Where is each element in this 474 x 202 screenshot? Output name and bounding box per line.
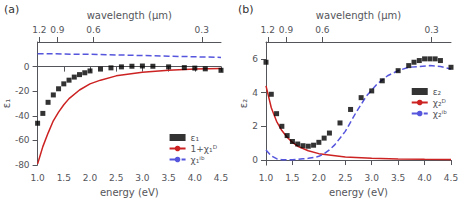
svg-text:3.5: 3.5 xyxy=(161,173,175,183)
svg-text:1.2: 1.2 xyxy=(32,25,46,35)
svg-text:3.5: 3.5 xyxy=(391,173,405,183)
svg-text:0: 0 xyxy=(252,155,258,165)
svg-text:1.0: 1.0 xyxy=(30,173,45,183)
svg-text:0.9: 0.9 xyxy=(279,25,294,35)
svg-text:3.0: 3.0 xyxy=(365,173,380,183)
svg-text:2.5: 2.5 xyxy=(109,173,123,183)
svg-text:4: 4 xyxy=(252,88,258,98)
svg-text:-80: -80 xyxy=(15,160,30,170)
svg-text:ε₂: ε₂ xyxy=(238,99,249,108)
svg-text:-60: -60 xyxy=(15,135,30,145)
svg-text:2.0: 2.0 xyxy=(83,173,98,183)
svg-text:1.5: 1.5 xyxy=(285,173,299,183)
svg-text:4.5: 4.5 xyxy=(444,173,458,183)
svg-text:0.9: 0.9 xyxy=(50,25,65,35)
svg-text:0.6: 0.6 xyxy=(315,25,330,35)
svg-text:ε₁: ε₁ xyxy=(1,99,12,108)
svg-text:0.3: 0.3 xyxy=(424,25,438,35)
svg-text:wavelength (μm): wavelength (μm) xyxy=(316,10,401,21)
svg-text:-40: -40 xyxy=(15,111,30,121)
svg-text:χ₂ⁱᵇ: χ₂ⁱᵇ xyxy=(433,109,447,119)
svg-text:energy (eV): energy (eV) xyxy=(100,187,159,198)
svg-text:χ₂ᴰ: χ₂ᴰ xyxy=(433,98,447,108)
svg-text:2.0: 2.0 xyxy=(312,173,327,183)
svg-text:4.5: 4.5 xyxy=(214,173,228,183)
svg-text:0.6: 0.6 xyxy=(86,25,101,35)
svg-text:energy (eV): energy (eV) xyxy=(329,187,388,198)
svg-text:2: 2 xyxy=(252,121,258,131)
svg-text:1.5: 1.5 xyxy=(57,173,71,183)
svg-text:1+χ₁ᴰ: 1+χ₁ᴰ xyxy=(191,144,218,154)
svg-text:χ₁ⁱᵇ: χ₁ⁱᵇ xyxy=(191,155,205,165)
svg-text:1.0: 1.0 xyxy=(259,173,274,183)
svg-text:1.2: 1.2 xyxy=(261,25,275,35)
svg-text:ε₂: ε₂ xyxy=(433,87,442,97)
svg-text:-20: -20 xyxy=(15,86,30,96)
svg-text:0: 0 xyxy=(24,62,30,72)
svg-text:(b): (b) xyxy=(238,3,254,16)
svg-text:wavelength (μm): wavelength (μm) xyxy=(87,10,172,21)
svg-text:ε₁: ε₁ xyxy=(191,133,200,143)
svg-text:4.0: 4.0 xyxy=(417,173,432,183)
svg-text:(a): (a) xyxy=(4,3,19,16)
svg-text:6: 6 xyxy=(252,54,258,64)
svg-text:3.0: 3.0 xyxy=(135,173,150,183)
svg-text:2.5: 2.5 xyxy=(338,173,352,183)
svg-text:0.3: 0.3 xyxy=(195,25,209,35)
svg-text:4.0: 4.0 xyxy=(188,173,203,183)
